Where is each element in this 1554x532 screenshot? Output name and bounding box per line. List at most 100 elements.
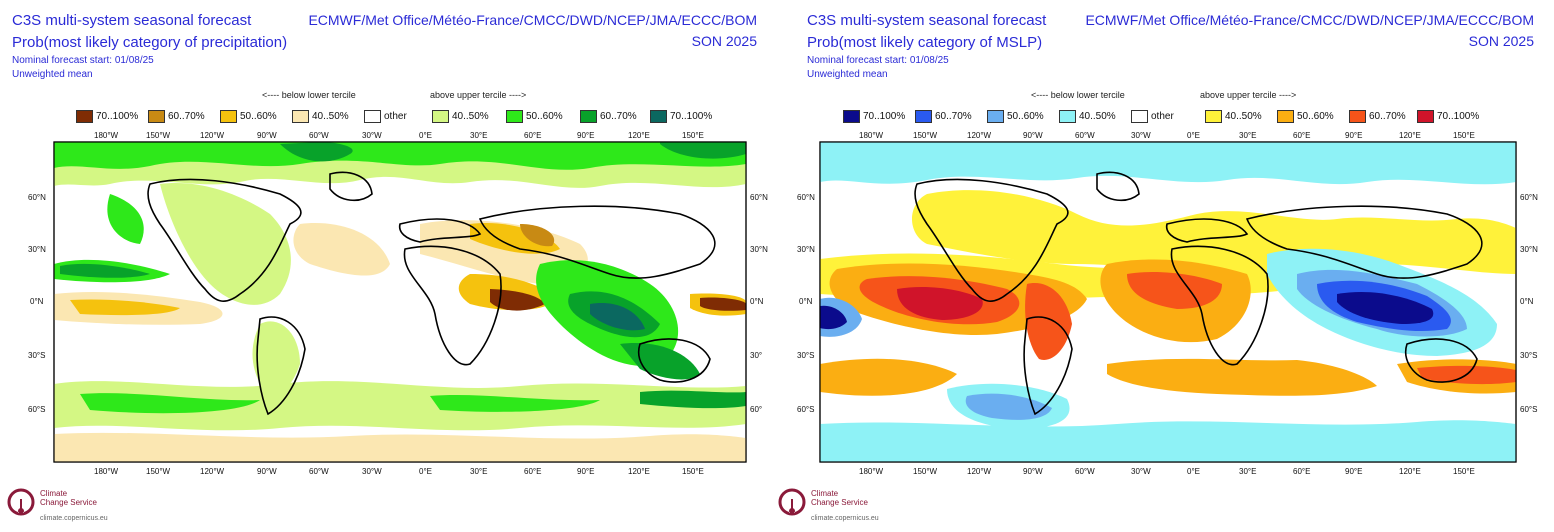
top-lon-labels: 180°W 150°W 120°W 90°W 60°W 30°W 0°E 30°… <box>859 131 1475 140</box>
lon-label: 90°E <box>1345 467 1362 476</box>
legend-label: 60..70% <box>168 110 205 122</box>
mean-type: Unweighted mean <box>12 69 93 80</box>
lon-label: 90°E <box>1345 131 1362 140</box>
lon-label: 180°W <box>94 467 119 476</box>
lon-label: 90°E <box>577 467 594 476</box>
lon-label: 120°W <box>967 467 992 476</box>
lon-label: 120°E <box>628 131 650 140</box>
lon-label: 150°W <box>913 131 938 140</box>
legend-swatch <box>506 109 523 123</box>
chart-title-line2: Prob(most likely category of MSLP) <box>807 34 1043 51</box>
tercile-above-label: above upper tercile ----> <box>430 90 527 100</box>
legend-swatch <box>1417 109 1434 123</box>
legend-item: 70..100% <box>650 108 712 124</box>
logo-line1: Climate <box>811 489 839 498</box>
coast-greenland <box>1096 171 1140 202</box>
lat-label: 60°N <box>1520 193 1538 202</box>
legend-label: 40..50% <box>1225 110 1262 122</box>
legend-swatch <box>148 109 165 123</box>
lon-label: 180°W <box>859 131 884 140</box>
legend-item: 40..50% <box>292 108 349 124</box>
lon-label: 120°E <box>1399 131 1421 140</box>
coast-europe <box>398 218 482 243</box>
legend-swatch <box>843 109 860 123</box>
lon-label: 150°W <box>146 131 171 140</box>
logo-icon <box>7 488 35 516</box>
coast-south-america <box>256 316 306 416</box>
mslp-fields <box>820 142 1516 462</box>
legend-swatch <box>1349 109 1366 123</box>
lat-label: 0°N <box>1520 297 1534 306</box>
lat-label: 30°N <box>1520 245 1538 254</box>
legend-swatch <box>364 109 381 123</box>
mean-type: Unweighted mean <box>807 69 888 80</box>
legend-item: other <box>1131 108 1174 124</box>
legend-label: 70..100% <box>1437 110 1480 122</box>
lon-label: 90°W <box>1023 131 1043 140</box>
lon-label: 150°E <box>1453 467 1475 476</box>
precipitation-map: 180°W 150°W 120°W 90°W 60°W 30°W 0°E 30°… <box>28 131 768 476</box>
coast-north-america <box>147 178 302 302</box>
legend-item: 70..100% <box>76 108 138 124</box>
lon-label: 60°E <box>524 467 541 476</box>
legend-label: 40..50% <box>312 110 349 122</box>
lon-label: 30°W <box>362 467 382 476</box>
lon-label: 30°E <box>1239 131 1256 140</box>
precip-fields <box>54 142 746 462</box>
mslp-panel: C3S multi-system seasonal forecast Prob(… <box>777 0 1554 532</box>
lon-label: 60°W <box>309 131 329 140</box>
coast-asia <box>478 205 716 279</box>
legend-swatch <box>987 109 1004 123</box>
legend-label: 40..50% <box>1079 110 1116 122</box>
lon-label: 60°E <box>524 131 541 140</box>
mslp-map: 180°W 150°W 120°W 90°W 60°W 30°W 0°E 30°… <box>797 131 1538 476</box>
legend-swatch <box>915 109 932 123</box>
lon-label: 60°W <box>1075 467 1095 476</box>
lon-label: 0°E <box>1187 467 1200 476</box>
top-lon-labels: 180°W 150°W 120°W 90°W 60°W 30°W 0°E 30°… <box>94 131 704 140</box>
lon-label: 0°E <box>419 131 432 140</box>
legend-swatch <box>1059 109 1076 123</box>
legend-swatch <box>1131 109 1148 123</box>
bottom-lon-labels: 180°W 150°W 120°W 90°W 60°W 30°W 0°E 30°… <box>94 467 704 476</box>
copernicus-logo: Climate Change Service climate.copernicu… <box>777 485 917 527</box>
legend-swatch <box>580 109 597 123</box>
lon-label: 60°E <box>1293 131 1310 140</box>
lon-label: 120°E <box>1399 467 1421 476</box>
lat-label: 0°N <box>30 297 44 306</box>
copernicus-logo: Climate Change Service climate.copernicu… <box>6 485 146 527</box>
left-lat-labels: 60°N 30°N 0°N 30°S 60°S <box>797 193 815 414</box>
logo-url: climate.copernicus.eu <box>811 515 879 522</box>
season-label: SON 2025 <box>691 33 757 49</box>
lat-label: 60°S <box>1520 405 1537 414</box>
legend-label: 60..70% <box>935 110 972 122</box>
tercile-below-label: <---- below lower tercile <box>262 90 356 100</box>
legend-swatch <box>432 109 449 123</box>
nominal-start: Nominal forecast start: 01/08/25 <box>12 55 154 66</box>
lon-label: 120°E <box>628 467 650 476</box>
tercile-above-label: above upper tercile ----> <box>1200 90 1297 100</box>
legend-label: 60..70% <box>1369 110 1406 122</box>
legend-item: 60..70% <box>1349 108 1406 124</box>
chart-title-line1: C3S multi-system seasonal forecast <box>807 12 1047 29</box>
legend-swatch <box>292 109 309 123</box>
legend-item: 40..50% <box>1205 108 1262 124</box>
lon-label: 30°E <box>470 467 487 476</box>
lon-label: 120°W <box>967 131 992 140</box>
lon-label: 90°W <box>1023 467 1043 476</box>
lon-label: 30°E <box>470 131 487 140</box>
lon-label: 60°W <box>309 467 329 476</box>
precipitation-panel: C3S multi-system seasonal forecast Prob(… <box>6 12 768 527</box>
logo-url: climate.copernicus.eu <box>40 515 108 522</box>
legend-swatch <box>650 109 667 123</box>
legend-swatch <box>220 109 237 123</box>
lat-label: 60°N <box>28 193 46 202</box>
lat-label: 30°S <box>1520 351 1537 360</box>
legend-item: 50..60% <box>220 108 277 124</box>
tercile-below-label: <---- below lower tercile <box>1031 90 1125 100</box>
legend-label: 50..60% <box>240 110 277 122</box>
coast-north-america <box>914 178 1069 302</box>
logo-line2: Change Service <box>40 498 97 507</box>
legend-label: 70..100% <box>863 110 906 122</box>
lon-label: 90°W <box>257 467 277 476</box>
